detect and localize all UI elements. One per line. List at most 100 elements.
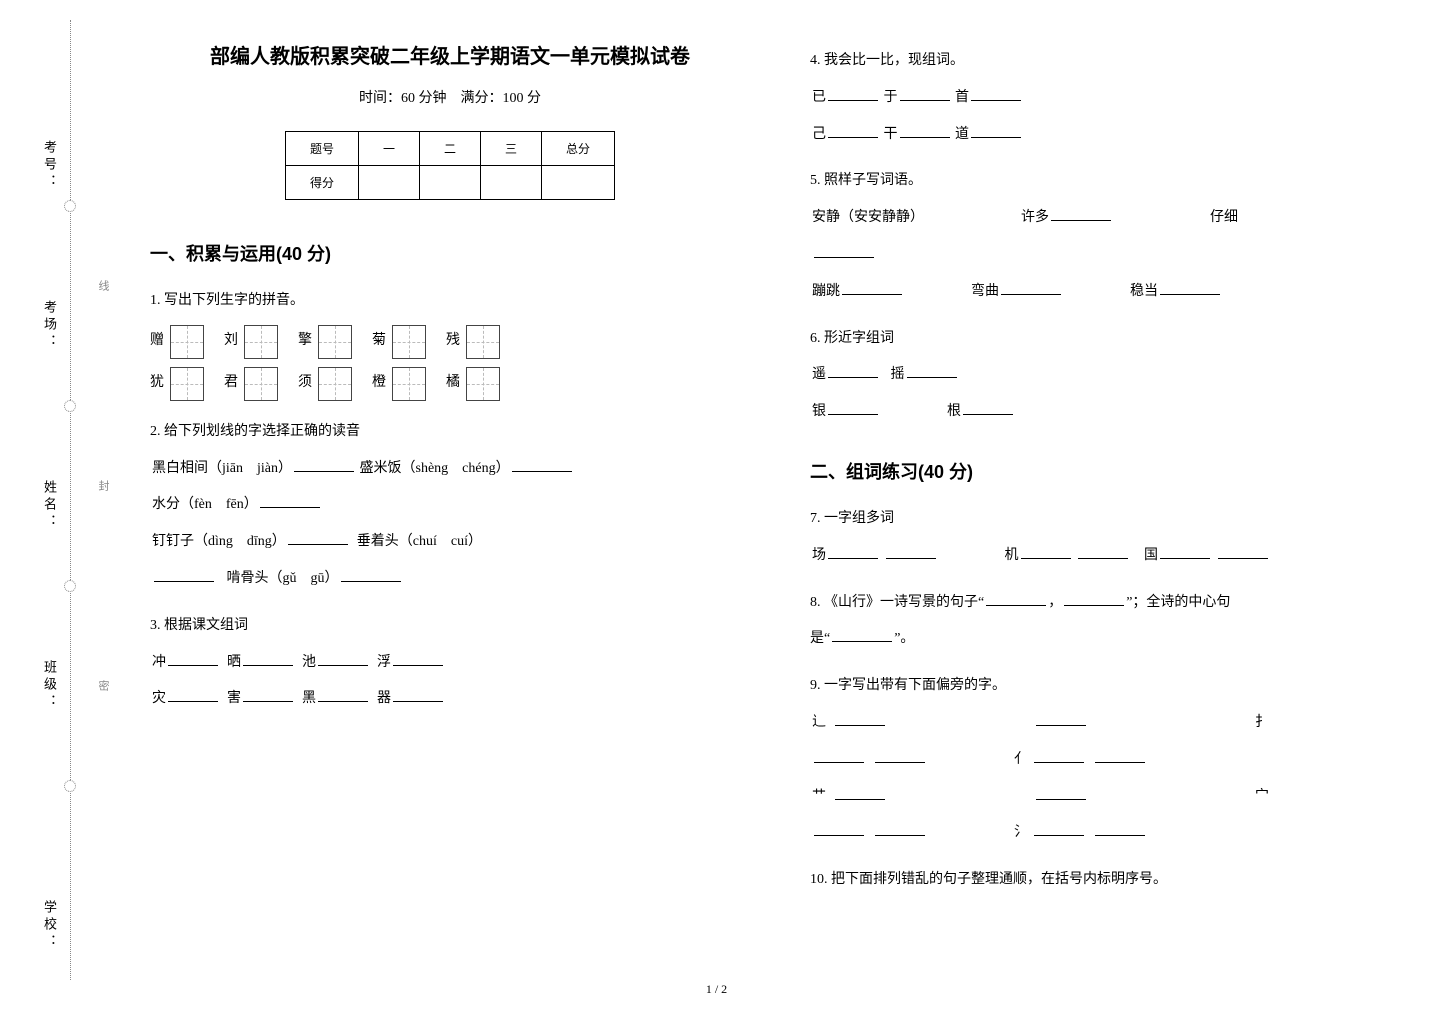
question-8: 8. 《山行》一诗写景的句子“，”；全诗的中心句 是“”。	[810, 588, 1410, 656]
td	[358, 166, 419, 200]
blank	[814, 244, 874, 258]
text: ，	[1048, 595, 1062, 610]
q4-row2: 己 干 道	[812, 120, 1410, 151]
fullscore-label: 满分：100 分	[461, 91, 542, 106]
td	[419, 166, 480, 200]
blank	[168, 652, 218, 666]
radical: 艹	[812, 789, 826, 804]
char: 首	[955, 90, 969, 105]
right-column: 4. 我会比一比，现组词。 已 于 首 己 干 道 5. 照样子写词语。 安静（…	[810, 40, 1410, 912]
char-cell: 君	[224, 367, 278, 401]
blank	[963, 401, 1013, 415]
th: 一	[358, 132, 419, 166]
question-1: 1. 写出下列生字的拼音。 赠 刘 擎 菊 残 犹 君 须 橙 橘	[150, 286, 750, 401]
blank	[828, 364, 878, 378]
char-cell: 橙	[372, 367, 426, 401]
tianzige-box	[466, 367, 500, 401]
q9-stem: 9. 一字写出带有下面偏旁的字。	[810, 671, 1410, 702]
q9-row: 氵	[812, 818, 1410, 849]
question-5: 5. 照样子写词语。 安静（安安静静） 许多 仔细 蹦跳 弯曲 稳当	[810, 166, 1410, 307]
td: 得分	[285, 166, 358, 200]
q10-stem: 10. 把下面排列错乱的句子整理通顺，在括号内标明序号。	[810, 865, 1410, 896]
q3-row1: 冲 晒 池 浮	[152, 648, 750, 679]
item: 啃骨头（gǔ gū）	[227, 571, 339, 586]
char: 灾	[152, 691, 166, 706]
text: ”；全诗的中心句	[1126, 595, 1230, 610]
char: 菊	[372, 326, 386, 357]
score-table: 题号 一 二 三 总分 得分	[285, 131, 615, 200]
time-label: 时间：60 分钟	[359, 91, 447, 106]
q9-row: 亻	[812, 745, 1410, 776]
char-cell: 橘	[446, 367, 500, 401]
q1-stem: 1. 写出下列生字的拼音。	[150, 286, 750, 317]
word: 仔细	[1210, 210, 1238, 225]
char: 已	[812, 90, 826, 105]
char: 遥	[812, 367, 826, 382]
blank	[828, 87, 878, 101]
char: 银	[812, 404, 826, 419]
question-2: 2. 给下列划线的字选择正确的读音 黑白相间（jiān jiàn） 盛米饭（sh…	[150, 417, 750, 595]
q5-line: 安静（安安静静） 许多 仔细	[812, 203, 1410, 234]
char: 场	[812, 548, 826, 563]
blank	[243, 688, 293, 702]
blank	[1218, 545, 1268, 559]
text: 是“	[810, 631, 830, 646]
q9-row: 辶 扌	[812, 708, 1410, 739]
q2-line: 水分（fèn fēn）	[152, 490, 750, 521]
char-cell: 残	[446, 325, 500, 359]
char: 残	[446, 326, 460, 357]
tianzige-box	[392, 325, 426, 359]
blank	[154, 568, 214, 582]
char: 己	[812, 127, 826, 142]
char: 道	[955, 127, 969, 142]
q8-line2: 是“”。	[810, 624, 1410, 655]
blank	[168, 688, 218, 702]
blank	[341, 568, 401, 582]
blank	[832, 628, 892, 642]
word: 稳当	[1130, 284, 1158, 299]
tianzige-box	[244, 367, 278, 401]
q8-line1: 8. 《山行》一诗写景的句子“，”；全诗的中心句	[810, 588, 1410, 619]
char: 橘	[446, 368, 460, 399]
char: 摇	[891, 367, 905, 382]
th: 总分	[542, 132, 615, 166]
td	[481, 166, 542, 200]
char: 君	[224, 368, 238, 399]
char: 晒	[227, 655, 241, 670]
blank	[814, 749, 864, 763]
q5-line	[812, 240, 1410, 271]
char: 浮	[377, 655, 391, 670]
char: 机	[1005, 548, 1019, 563]
blank	[1034, 749, 1084, 763]
item: 垂着头（chuí cuí）	[357, 534, 482, 549]
blank	[318, 688, 368, 702]
question-6: 6. 形近字组词 遥 摇 银 根	[810, 324, 1410, 428]
char: 犹	[150, 368, 164, 399]
char: 干	[884, 127, 898, 142]
q9-row: 艹 宀	[812, 782, 1410, 813]
blank	[1036, 712, 1086, 726]
q7-line: 场 机 国	[812, 541, 1410, 572]
char: 擎	[298, 326, 312, 357]
blank	[971, 124, 1021, 138]
char-cell: 刘	[224, 325, 278, 359]
char-cell: 须	[298, 367, 352, 401]
blank	[1051, 207, 1111, 221]
q6-row2: 银 根	[812, 397, 1410, 428]
blank	[842, 281, 902, 295]
item: 钉钉子（dìng dīng）	[152, 534, 286, 549]
tianzige-box	[244, 325, 278, 359]
q2-line: 啃骨头（gǔ gū）	[152, 564, 750, 595]
blank	[1034, 822, 1084, 836]
binding-circle	[64, 200, 76, 212]
binding-label-school: 学校：	[40, 900, 59, 951]
binding-label-class: 班级：	[40, 660, 59, 711]
char: 害	[227, 691, 241, 706]
char: 国	[1144, 548, 1158, 563]
blank	[835, 712, 885, 726]
q1-row1: 赠 刘 擎 菊 残	[150, 325, 750, 359]
q5-line: 蹦跳 弯曲 稳当	[812, 277, 1410, 308]
char: 赠	[150, 326, 164, 357]
left-column: 部编人教版积累突破二年级上学期语文一单元模拟试卷 时间：60 分钟 满分：100…	[150, 40, 750, 912]
char: 黑	[302, 691, 316, 706]
